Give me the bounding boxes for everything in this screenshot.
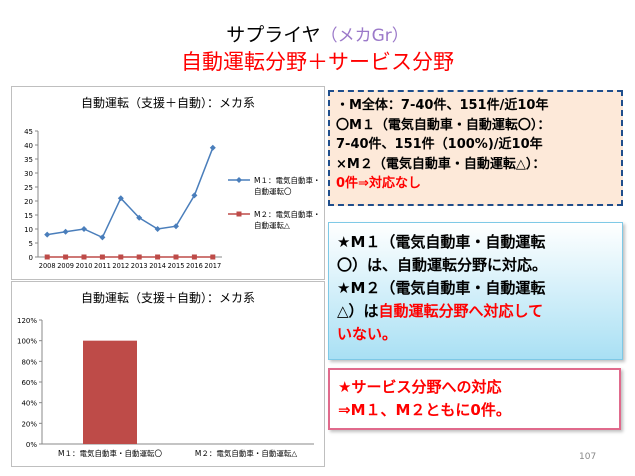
y-tick-label: 0% — [26, 441, 37, 449]
summary-line-5: 0件⇒対応なし — [336, 176, 421, 191]
service-box: ★サービス分野への対応 ⇒M１、M２ともに0件。 — [328, 368, 621, 430]
service-line-2: ⇒M１、M２ともに0件。 — [338, 401, 511, 419]
series-1-point — [191, 192, 198, 199]
y-tick-label: 45 — [24, 128, 33, 136]
analysis-box: ★M１（電気自動車・自動運転 〇）は、自動運転分野に対応。 ★M２（電気自動車・… — [328, 222, 623, 360]
x-tick-label: 2009 — [57, 262, 74, 270]
series-2-point — [136, 254, 142, 260]
analysis-line-4a: △）は — [337, 302, 379, 320]
y-tick-label: 40% — [21, 400, 37, 408]
series-2-point — [173, 254, 179, 260]
series-2-point — [44, 254, 50, 260]
y-tick-label: 5 — [29, 240, 33, 248]
slide-title: サプライヤ（メカGr） — [0, 20, 635, 47]
y-tick-label: 20 — [24, 198, 33, 206]
series-line-1 — [47, 147, 214, 239]
analysis-line-2: 〇）は、自動運転分野に対応。 — [337, 256, 548, 274]
legend-label-2-cont: 自動運転△ — [254, 220, 290, 230]
analysis-line-5: いない。 — [337, 325, 398, 343]
x-category-label: M２：電気自動車・自動運転△ — [195, 448, 297, 458]
series-2-point — [191, 254, 197, 260]
series-1-point — [154, 226, 161, 232]
slide-subtitle: 自動運転分野＋サービス分野 — [181, 50, 454, 74]
analysis-line-4: △）は自動運転分野へ対応して — [337, 300, 614, 323]
analysis-line-1: ★M１（電気自動車・自動運転 — [337, 233, 546, 251]
legend-label-2: M２：電気自動車・ — [254, 209, 320, 219]
series-1-point — [117, 195, 124, 202]
summary-line-1: ・M全体：7-40件、151件/近10年 — [336, 98, 549, 113]
x-tick-label: 2016 — [186, 262, 203, 270]
page-number: 107 — [579, 452, 597, 462]
y-tick-label: 60% — [21, 379, 37, 387]
series-1-point — [99, 234, 106, 241]
bar-chart-title: 自動運転（支援＋自動）：メカ系 — [81, 291, 255, 305]
legend-label-1-cont: 自動運転〇 — [254, 186, 292, 196]
series-2-point — [63, 254, 69, 260]
y-tick-label: 30 — [24, 170, 33, 178]
x-tick-label: 2008 — [39, 262, 56, 270]
service-line-1: ★サービス分野への対応 — [338, 378, 502, 396]
legend-label-1: M１：電気自動車・ — [254, 175, 320, 185]
y-tick-label: 80% — [21, 358, 37, 366]
bar — [83, 340, 137, 444]
y-tick-label: 100% — [17, 338, 37, 346]
series-2-point — [99, 254, 105, 260]
series-1-point — [173, 223, 179, 230]
y-tick-label: 0 — [29, 254, 33, 262]
summary-line-4: ×M２（電気自動車・自動運転△）： — [336, 156, 546, 172]
series-1-point — [81, 226, 87, 232]
y-tick-label: 25 — [24, 184, 33, 192]
series-2-point — [210, 254, 216, 260]
y-tick-label: 15 — [24, 212, 33, 220]
x-tick-label: 2014 — [149, 262, 166, 270]
x-tick-label: 2013 — [131, 262, 148, 270]
x-tick-label: 2012 — [112, 262, 129, 270]
analysis-line-4b: 自動運転分野へ対応して — [378, 302, 544, 320]
series-1-point — [209, 144, 216, 151]
y-tick-label: 40 — [24, 142, 33, 150]
analysis-line-3: ★M２（電気自動車・自動運転 — [337, 279, 546, 297]
summary-line-3: 7-40件、151件（100%)/近10年 — [336, 137, 543, 152]
legend-marker-1 — [236, 177, 242, 183]
x-tick-label: 2011 — [94, 262, 111, 270]
line-chart-title: 自動運転（支援＋自動）：メカ系 — [81, 96, 255, 110]
series-1-point — [44, 231, 51, 238]
line-chart: 自動運転（支援＋自動）：メカ系 0 5 10 15 20 25 30 35 40 45 2008 200… — [24, 96, 320, 270]
y-tick-label: 120% — [17, 317, 37, 325]
series-2-point — [155, 254, 161, 260]
x-tick-label: 2010 — [76, 262, 93, 270]
legend-marker-2 — [236, 211, 242, 217]
summary-box: ・M全体：7-40件、151件/近10年 〇M１（電気自動車・自動運転〇）： 7… — [328, 90, 623, 206]
x-tick-label: 2015 — [168, 262, 185, 270]
series-2-point — [81, 254, 87, 260]
slide-title-text: サプライヤ — [226, 24, 321, 46]
bar-chart: 自動運転（支援＋自動）：メカ系 0% 20% 40% 60% 80% 100% 120% M１：… — [17, 291, 314, 458]
series-1-point — [136, 214, 143, 221]
bar-chart-panel: 自動運転（支援＋自動）：メカ系 0% 20% 40% 60% 80% 100% 120% M１：… — [11, 281, 325, 467]
x-tick-label: 2017 — [204, 262, 221, 270]
x-category-label: M１：電気自動車・自動運転〇 — [58, 448, 162, 458]
y-tick-label: 20% — [21, 420, 37, 428]
y-tick-label: 10 — [24, 226, 33, 234]
slide-title-paren: （メカGr） — [320, 26, 409, 46]
summary-line-2: 〇M１（電気自動車・自動運転〇）： — [336, 117, 551, 133]
series-2-point — [118, 254, 124, 260]
series-1-point — [62, 228, 69, 235]
y-tick-label: 35 — [24, 156, 33, 164]
line-chart-panel: 自動運転（支援＋自動）：メカ系 0 5 10 15 20 25 30 35 40 45 2008 200… — [11, 86, 325, 280]
